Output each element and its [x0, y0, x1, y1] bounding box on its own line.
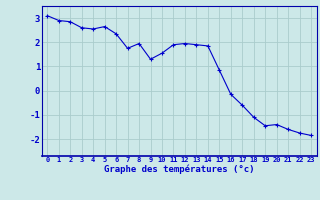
- X-axis label: Graphe des températures (°c): Graphe des températures (°c): [104, 165, 254, 174]
